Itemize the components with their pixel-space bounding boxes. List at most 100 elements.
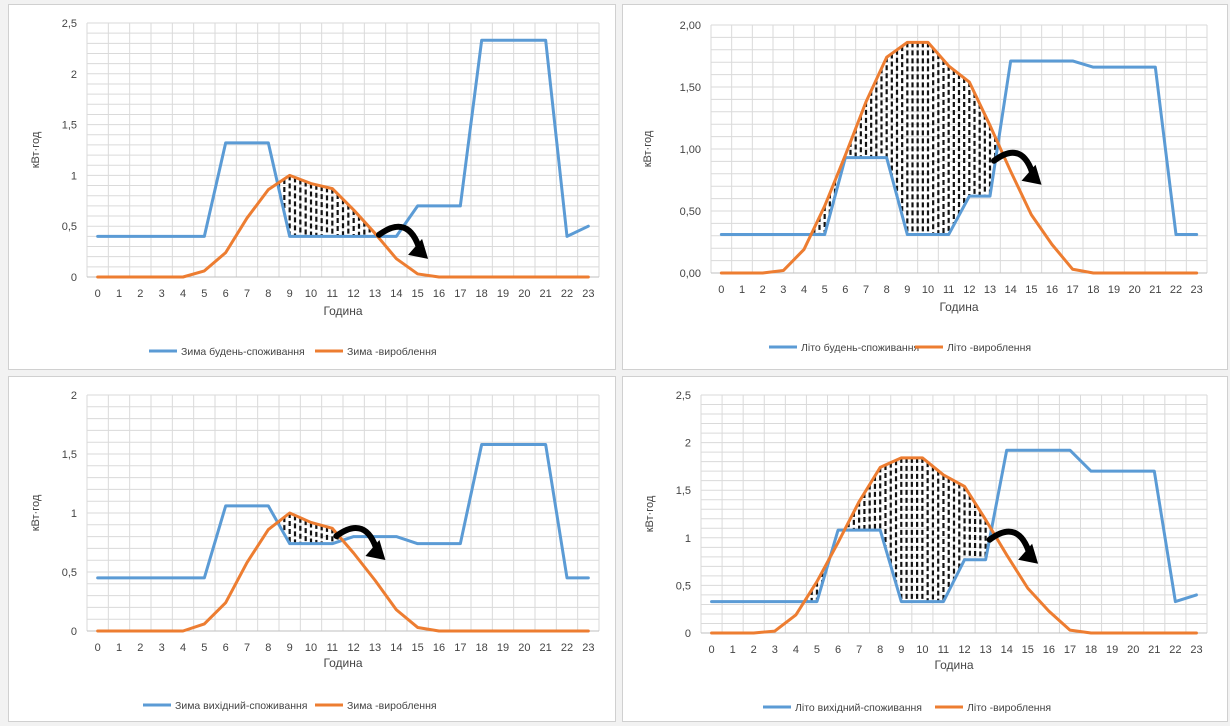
x-tick-label: 14 <box>390 288 402 300</box>
x-tick-label: 19 <box>1108 284 1120 296</box>
x-tick-label: 1 <box>730 644 736 656</box>
y-tick-label: 0,5 <box>676 580 691 592</box>
x-tick-label: 21 <box>540 642 552 654</box>
y-tick-label: 2 <box>71 69 77 81</box>
x-tick-label: 22 <box>561 288 573 300</box>
arrow-head <box>408 238 429 259</box>
x-tick-label: 17 <box>1064 644 1076 656</box>
x-tick-label: 3 <box>772 644 778 656</box>
y-tick-label: 2 <box>685 438 691 450</box>
legend-label: Літо вихідний-споживання <box>795 702 922 714</box>
legend-label: Літо -вироблення <box>967 702 1051 714</box>
x-tick-label: 7 <box>863 284 869 296</box>
x-tick-label: 19 <box>1106 644 1118 656</box>
x-tick-label: 16 <box>433 642 445 654</box>
arrow-head <box>1018 543 1039 564</box>
x-tick-label: 14 <box>1001 644 1013 656</box>
y-tick-label: 2 <box>71 390 77 402</box>
x-tick-label: 8 <box>265 288 271 300</box>
x-tick-label: 1 <box>116 288 122 300</box>
y-tick-label: 0,50 <box>680 206 701 218</box>
x-tick-label: 13 <box>984 284 996 296</box>
x-tick-label: 20 <box>518 642 530 654</box>
y-tick-label: 1,5 <box>676 485 691 497</box>
x-tick-label: 13 <box>369 642 381 654</box>
x-tick-label: 3 <box>780 284 786 296</box>
y-tick-label: 0,5 <box>62 567 77 579</box>
y-tick-label: 1,00 <box>680 144 701 156</box>
x-tick-label: 20 <box>518 288 530 300</box>
x-tick-label: 19 <box>497 288 509 300</box>
x-tick-label: 21 <box>540 288 552 300</box>
legend-label: Зима -вироблення <box>347 700 437 712</box>
y-tick-label: 2,5 <box>62 18 77 30</box>
series-line-generation <box>710 456 1198 635</box>
x-axis-title: Година <box>323 304 362 318</box>
chart-panel-summer-weekend: 0 0,5 1 1,5 2 2,5 0 1 2 3 4 5 6 7 8 9 10 11 12 13 14 15 16 17 18… <box>622 376 1228 722</box>
arrow-head <box>1021 164 1042 185</box>
x-tick-label: 1 <box>116 642 122 654</box>
x-tick-label: 2 <box>760 284 766 296</box>
x-tick-label: 20 <box>1129 284 1141 296</box>
legend-label: Літо -вироблення <box>947 342 1031 354</box>
x-tick-label: 4 <box>180 642 186 654</box>
x-tick-label: 5 <box>201 288 207 300</box>
x-tick-label: 4 <box>801 284 807 296</box>
x-tick-label: 7 <box>856 644 862 656</box>
x-tick-label: 14 <box>1005 284 1017 296</box>
x-tick-label: 2 <box>137 642 143 654</box>
y-axis-title: кВт·год <box>30 494 42 531</box>
x-tick-label: 22 <box>1170 284 1182 296</box>
gridlines <box>86 22 600 278</box>
y-tick-label: 1 <box>685 533 691 545</box>
y-tick-label: 1 <box>71 170 77 182</box>
x-tick-label: 7 <box>244 288 250 300</box>
curved-arrow <box>376 223 429 259</box>
x-tick-label: 15 <box>412 642 424 654</box>
x-tick-label: 18 <box>1085 644 1097 656</box>
x-tick-label: 22 <box>561 642 573 654</box>
surplus-hatch <box>805 457 992 602</box>
x-tick-label: 18 <box>476 642 488 654</box>
curved-arrow <box>986 528 1039 564</box>
x-tick-label: 16 <box>1046 284 1058 296</box>
y-axis-title: кВт·год <box>30 131 42 168</box>
y-axis-title: кВт·год <box>642 130 654 167</box>
y-tick-label: 0,5 <box>62 221 77 233</box>
x-axis-title: Година <box>934 658 973 672</box>
series-line-consumption <box>96 38 590 238</box>
x-tick-label: 23 <box>1190 644 1202 656</box>
x-tick-label: 8 <box>265 642 271 654</box>
arrow-head <box>365 540 386 561</box>
x-tick-label: 5 <box>814 644 820 656</box>
x-tick-label: 13 <box>369 288 381 300</box>
x-tick-label: 23 <box>582 288 594 300</box>
y-tick-label: 1,50 <box>680 82 701 94</box>
x-tick-label: 8 <box>877 644 883 656</box>
x-tick-label: 2 <box>137 288 143 300</box>
y-tick-label: 0 <box>71 272 77 284</box>
x-tick-label: 12 <box>348 642 360 654</box>
x-tick-label: 11 <box>327 288 338 300</box>
x-tick-label: 9 <box>287 642 293 654</box>
x-tick-label: 9 <box>904 284 910 296</box>
x-tick-label: 21 <box>1148 644 1160 656</box>
y-axis-title: кВт·год <box>644 495 656 532</box>
x-tick-label: 7 <box>244 642 250 654</box>
x-tick-label: 5 <box>201 642 207 654</box>
x-tick-label: 12 <box>348 288 360 300</box>
x-tick-label: 10 <box>305 642 317 654</box>
legend-label: Зима -вироблення <box>347 346 437 358</box>
x-tick-label: 16 <box>1043 644 1055 656</box>
x-tick-label: 10 <box>922 284 934 296</box>
x-tick-label: 9 <box>287 288 293 300</box>
x-tick-label: 6 <box>842 284 848 296</box>
surplus-hatch <box>813 42 997 235</box>
y-tick-label: 0,00 <box>680 268 701 280</box>
legend-label: Зима вихідний-споживання <box>175 700 308 712</box>
x-tick-label: 0 <box>95 642 101 654</box>
x-tick-label: 21 <box>1149 284 1161 296</box>
x-tick-label: 0 <box>718 284 724 296</box>
x-tick-label: 0 <box>708 644 714 656</box>
chart-svg-winter-weekday: 00,511,522,50 1 2 3 4 5 6 7 8 9 10 11 12 13 14 15 16 17 18… <box>30 18 600 358</box>
